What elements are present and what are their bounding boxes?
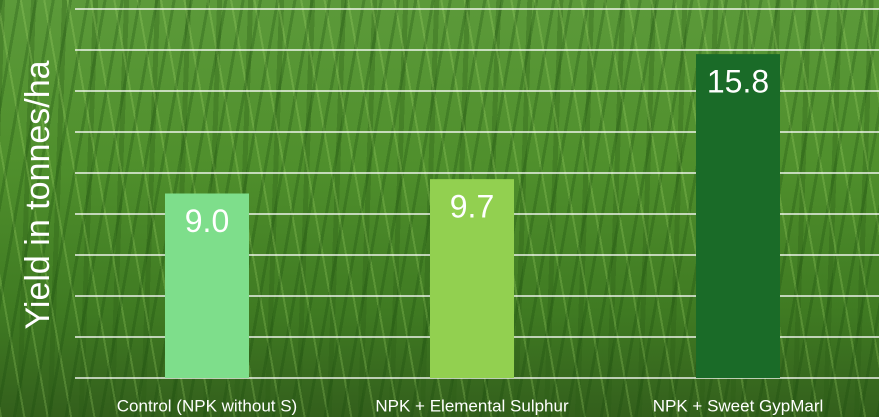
value-label: 15.8 bbox=[707, 64, 769, 100]
y-axis-label: Yield in tonnes/ha bbox=[19, 60, 57, 329]
value-label: 9.0 bbox=[185, 203, 229, 239]
x-tick-label: Control (NPK without S) bbox=[117, 396, 297, 415]
chart: Yield in tonnes/ha 9.0 Control (NPK witho… bbox=[0, 0, 879, 417]
chart-background: Yield in tonnes/ha 9.0 Control (NPK witho… bbox=[0, 0, 879, 417]
x-tick-label: NPK + Sweet GypMarl bbox=[653, 396, 824, 415]
x-tick-label: NPK + Elemental Sulphur bbox=[375, 396, 569, 415]
value-label: 9.7 bbox=[450, 189, 494, 225]
bar bbox=[696, 54, 780, 378]
